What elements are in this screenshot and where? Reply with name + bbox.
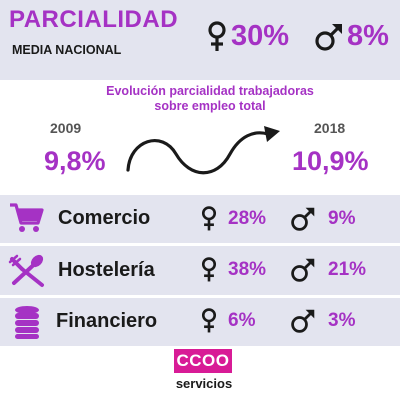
sector-label-comercio: Comercio — [58, 207, 151, 229]
male-symbol-icon — [291, 258, 315, 282]
wave-arrow-icon — [126, 126, 280, 175]
comercio-male-stat: 9% — [290, 205, 355, 233]
national-female-stat: 30% — [206, 20, 289, 53]
evolution-title-line-1: Evolución parcialidad trabajadoras — [106, 84, 314, 98]
hosteleria-male-stat: 21% — [290, 256, 366, 284]
national-male-stat: 8% — [314, 20, 389, 53]
end-value: 10,9% — [292, 146, 369, 176]
page-subtitle: MEDIA NACIONAL — [12, 43, 122, 57]
comercio-female-stat: 28% — [200, 205, 266, 233]
shopping-cart-icon — [10, 203, 44, 232]
coin-stack-icon — [15, 306, 39, 339]
male-symbol-icon — [315, 23, 342, 51]
evolution-title-line-2: sobre empleo total — [154, 99, 266, 113]
female-symbol-icon — [201, 257, 217, 282]
sector-label-financiero: Financiero — [56, 310, 158, 332]
male-symbol-icon — [291, 207, 315, 231]
page-title: PARCIALIDAD — [9, 6, 179, 33]
financiero-male-pct: 3% — [328, 310, 356, 331]
start-year: 2009 — [50, 120, 82, 136]
national-male-pct: 8% — [347, 20, 389, 52]
sector-band-hosteleria — [0, 246, 400, 295]
ccoo-logo-subtext: servicios — [175, 376, 233, 391]
national-female-pct: 30% — [231, 20, 290, 52]
hosteleria-male-pct: 21% — [328, 259, 367, 280]
financiero-female-stat: 6% — [200, 307, 255, 335]
start-value: 9,8% — [44, 146, 106, 176]
fork-spoon-icon — [8, 254, 44, 287]
sector-band-financiero — [0, 298, 400, 346]
end-year: 2018 — [314, 120, 346, 136]
sector-band-comercio — [0, 195, 400, 243]
comercio-male-pct: 9% — [328, 208, 356, 229]
female-symbol-icon — [201, 308, 217, 333]
hosteleria-female-pct: 38% — [228, 259, 267, 280]
female-symbol-icon — [208, 20, 226, 51]
ccoo-logo-text: CCOO — [176, 351, 230, 370]
financiero-female-pct: 6% — [228, 310, 256, 331]
financiero-male-stat: 3% — [290, 307, 355, 335]
female-symbol-icon — [201, 206, 217, 231]
sector-label-hosteleria: Hostelería — [58, 259, 155, 281]
evolution-title: Evolución parcialidad trabajadoras sobre… — [70, 84, 350, 114]
ccoo-logo: CCOO — [174, 349, 232, 373]
male-symbol-icon — [291, 309, 315, 333]
hosteleria-female-stat: 38% — [200, 256, 266, 284]
comercio-female-pct: 28% — [228, 208, 267, 229]
